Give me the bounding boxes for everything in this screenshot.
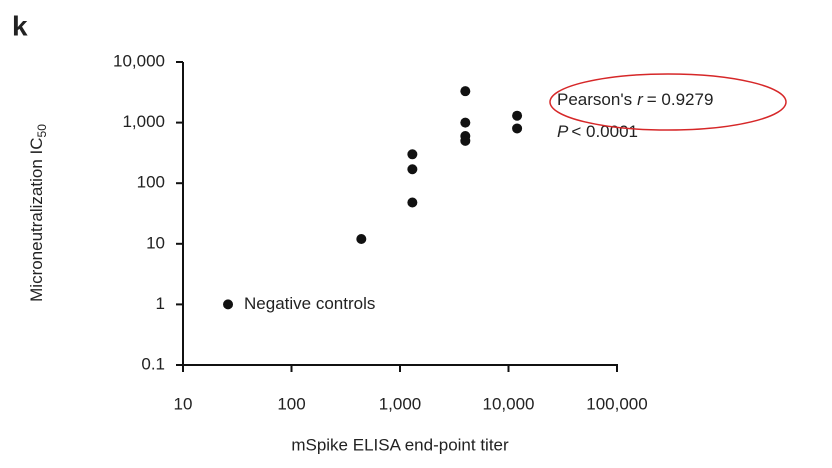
point [512,123,523,134]
p-annotation: P < 0.0001 [557,122,638,141]
y-axis-title-text: Microneutralization IC [27,137,46,301]
point [460,86,471,97]
r-value: = 0.9279 [647,90,714,109]
pearson-annotation: Pearson's r = 0.9279 [557,90,713,109]
point [407,164,418,175]
point [407,149,418,160]
y-tick-label: 1,000 [122,112,165,131]
point [356,234,367,245]
point [223,299,234,310]
x-tick-label: 1,000 [379,394,422,413]
x-tick-label: 100 [277,394,305,413]
x-tick-label: 10 [174,394,193,413]
point [460,117,471,128]
point [407,197,418,208]
y-tick-label: 10,000 [113,51,165,70]
y-tick-label: 1 [156,294,165,313]
point [460,135,471,146]
highlight-ellipse [549,73,787,131]
y-tick-label: 0.1 [141,354,165,373]
p-symbol: P [557,122,569,141]
x-axis-title: mSpike ELISA end-point titer [291,435,509,454]
y-axis-title-subscript: 50 [35,124,49,138]
y-tick-label: 100 [137,173,165,192]
x-tick-label: 100,000 [586,394,647,413]
x-tick-label: 10,000 [483,394,535,413]
point-label: Negative controls [244,294,375,313]
pearson-text: Pearson's [557,90,632,109]
panel-label: k [12,10,28,41]
y-axis-title: Microneutralization IC50 [27,124,49,302]
r-symbol: r [637,90,644,109]
y-tick-label: 10 [146,233,165,252]
point [512,110,523,121]
